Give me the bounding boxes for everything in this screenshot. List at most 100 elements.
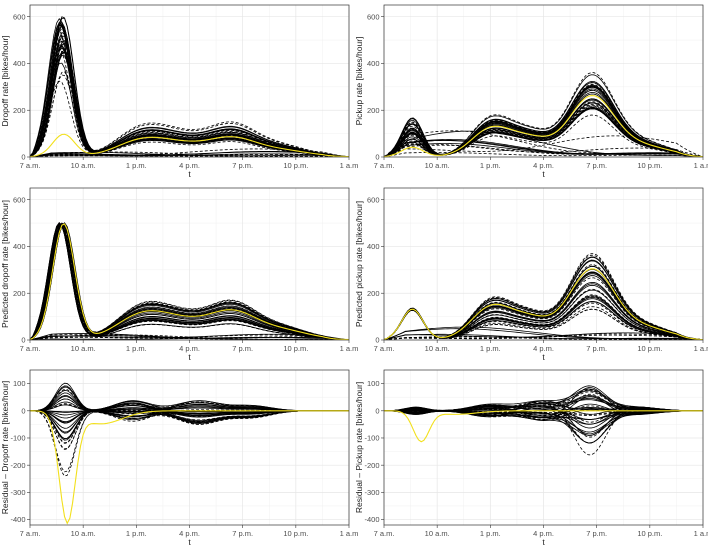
panel-4-highlighted-station-line	[384, 268, 703, 340]
panel-4-ytick-label: 200	[367, 289, 380, 298]
panel-6-xtick-label: 1 p.m.	[480, 529, 501, 538]
panel-1-xtick-label: 10 a.m.	[71, 161, 96, 170]
panel-5-series-2-line-7	[30, 410, 349, 473]
panel-3-lines	[30, 222, 349, 340]
panel-4-xtick-label: 10 p.m.	[637, 344, 662, 353]
panel-5-ytick-label: 100	[13, 379, 26, 388]
panel-2-series-2-line-11	[384, 83, 703, 157]
panel-1-lines	[30, 16, 349, 157]
panel-5: -400 -300 -200 -100 0 100 7 a.m. 10 a.m. 1 p.m. 4…	[0, 369, 359, 547]
panel-3-ytick-label: 400	[13, 242, 26, 251]
panel-1-ytick-label: 200	[13, 106, 26, 115]
panel-1-series-3-line-8	[30, 151, 349, 157]
panel-6-ytick-label: 0	[375, 406, 379, 415]
panel-2-y-axis-label: Pickup rate [bikes/hour]	[354, 37, 364, 126]
panel-2-series-3-line-7	[384, 139, 703, 157]
panel-5-xtick-label: 1 a.m	[340, 529, 359, 538]
panel-2-xtick-label: 10 p.m.	[637, 161, 662, 170]
panel-5-lines	[30, 382, 349, 525]
panel-4: 0 200 400 600 7 a.m. 10 a.m. 1 p.m. 4 p.m. 7 p.m…	[354, 187, 708, 362]
panel-2-xtick-label: 7 a.m.	[374, 161, 395, 170]
panel-1-y-axis-label: Dropoff rate [bikes/hour]	[0, 35, 10, 126]
panel-3-series-3-line-4	[30, 334, 349, 340]
panel-6-y-axis-label: Residual – Pickup rate [bikes/hour]	[354, 382, 364, 513]
panel-6-series-2-line-7	[384, 400, 703, 423]
panel-2-ytick-label: 600	[367, 12, 380, 21]
panel-2-ytick-label: 0	[375, 153, 379, 162]
panel-5-y-axis-label: Residual – Dropoff rate [bikes/hour]	[0, 381, 10, 515]
panel-5-xtick-label: 7 a.m.	[20, 529, 41, 538]
panel-4-xtick-label: 1 p.m.	[480, 344, 501, 353]
panel-5-ytick-label: -100	[10, 434, 25, 443]
panel-6-ytick-label: 100	[367, 379, 380, 388]
panel-1-xtick-label: 1 a.m	[340, 161, 359, 170]
panel-4-x-axis-label: t	[542, 352, 545, 362]
panel-3-series-2-line-7	[30, 222, 349, 340]
panel-6-xtick-label: 10 p.m.	[637, 529, 662, 538]
panel-6-series-2-line-10	[384, 389, 703, 415]
panel-1-ytick-label: 600	[13, 12, 26, 21]
panel-5-xtick-label: 4 p.m.	[179, 529, 200, 538]
panel-5-xtick-label: 10 p.m.	[283, 529, 308, 538]
panel-3-series-1-line-18	[30, 224, 349, 340]
panel-6-series-2-line-1	[384, 393, 703, 416]
panel-2-series-2-line-3	[384, 114, 703, 157]
panel-1-series-3-line-7	[30, 151, 349, 157]
panel-3-xtick-label: 7 p.m.	[232, 344, 253, 353]
panel-5-ytick-label: -400	[10, 515, 25, 524]
panel-1-ytick-label: 0	[21, 153, 25, 162]
panel-3-series-3-line-8	[30, 334, 349, 340]
panel-2-series-3-line-2	[384, 152, 703, 157]
panel-4-series-3-line-7	[384, 332, 703, 340]
panel-6-series-2-line-11	[384, 405, 703, 419]
panel-4-xtick-label: 7 p.m.	[586, 344, 607, 353]
panel-1-series-2-line-7	[30, 37, 349, 157]
panel-2-ytick-label: 200	[367, 106, 380, 115]
panel-3-xtick-label: 7 a.m.	[20, 344, 41, 353]
panel-2-xtick-label: 7 p.m.	[586, 161, 607, 170]
panel-6-series-1-line-26	[384, 404, 703, 436]
panel-2-series-2-line-12	[384, 105, 703, 157]
panel-3-xtick-label: 1 p.m.	[126, 344, 147, 353]
panel-3-series-2-line-8	[30, 223, 349, 340]
panel-1-xtick-label: 10 p.m.	[283, 161, 308, 170]
panel-4-xtick-label: 4 p.m.	[533, 344, 554, 353]
panel-4-ytick-label: 400	[367, 242, 380, 251]
panel-2-series-3-line-8	[384, 135, 703, 157]
panel-2-xtick-label: 10 a.m.	[425, 161, 450, 170]
panel-3-xtick-label: 1 a.m	[340, 344, 359, 353]
panel-1-series-2-line-12	[30, 71, 349, 157]
panel-3-xtick-label: 10 a.m.	[71, 344, 96, 353]
panel-3-ytick-label: 200	[13, 289, 26, 298]
panel-5-xtick-label: 7 p.m.	[232, 529, 253, 538]
panel-2-x-axis-label: t	[542, 169, 545, 179]
panel-2-xtick-label: 4 p.m.	[533, 161, 554, 170]
panel-6-ytick-label: -200	[364, 461, 379, 470]
panel-6-xtick-label: 1 a.m	[694, 529, 708, 538]
panel-6-series-2-line-6	[384, 391, 703, 412]
panel-1-x-axis-label: t	[188, 169, 191, 179]
panel-3-x-axis-label: t	[188, 352, 191, 362]
panel-2-series-3-line-6	[384, 144, 703, 157]
panel-3-ytick-label: 600	[13, 195, 26, 204]
panel-5-ytick-label: 0	[21, 406, 25, 415]
panel-5-ytick-label: -200	[10, 461, 25, 470]
panel-3-ytick-label: 0	[21, 336, 25, 345]
panel-1-series-2-line-10	[30, 33, 349, 157]
panel-6-ytick-label: -400	[364, 515, 379, 524]
panel-4-ytick-label: 0	[375, 336, 379, 345]
panel-6-series-2-line-9	[384, 402, 703, 456]
panel-6-xtick-label: 7 p.m.	[586, 529, 607, 538]
panel-4-xtick-label: 10 a.m.	[425, 344, 450, 353]
panel-1-series-2-line-8	[30, 37, 349, 157]
panel-6-series-2-line-3	[384, 407, 703, 420]
panel-2-series-2-line-2	[384, 72, 703, 157]
panel-3: 0 200 400 600 7 a.m. 10 a.m. 1 p.m. 4 p.m. 7 p.m…	[0, 187, 359, 362]
panel-1-xtick-label: 4 p.m.	[179, 161, 200, 170]
panel-4-y-axis-label: Predicted pickup rate [bikes/hour]	[354, 201, 364, 327]
panel-3-y-axis-label: Predicted dropoff rate [bikes/hour]	[0, 200, 10, 328]
panel-3-highlighted-station-line	[30, 223, 349, 340]
panel-1-xtick-label: 7 p.m.	[232, 161, 253, 170]
panel-5-series-2-line-8	[30, 385, 349, 412]
